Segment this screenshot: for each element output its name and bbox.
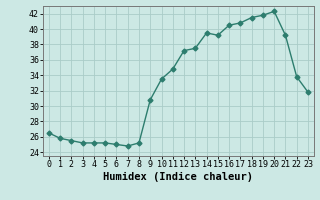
X-axis label: Humidex (Indice chaleur): Humidex (Indice chaleur): [103, 172, 253, 182]
